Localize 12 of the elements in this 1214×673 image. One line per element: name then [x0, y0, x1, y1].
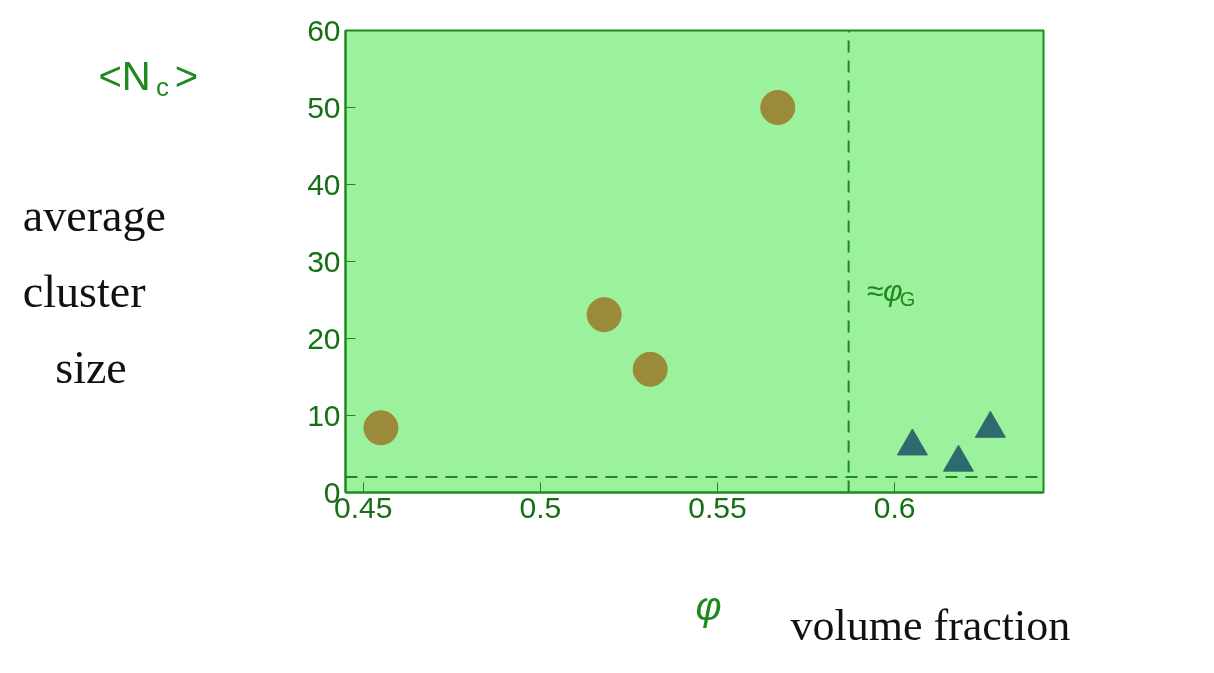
- x-tick-label: 0.5: [519, 490, 562, 524]
- y-tick-label: 60: [307, 13, 341, 47]
- y-tick-label: 10: [307, 398, 341, 432]
- y-tick-label: 50: [307, 90, 341, 124]
- text: average cluster size: [22, 190, 166, 393]
- x-tick-label: 0.6: [873, 490, 916, 524]
- text: volume fraction: [790, 601, 1071, 650]
- x-axis-title: φ: [695, 583, 722, 628]
- x-tick-label: 0.55: [688, 490, 747, 524]
- y-tick-label: 20: [307, 321, 341, 355]
- y-tick-label: 40: [307, 167, 341, 201]
- y-tick-label: 30: [307, 244, 341, 278]
